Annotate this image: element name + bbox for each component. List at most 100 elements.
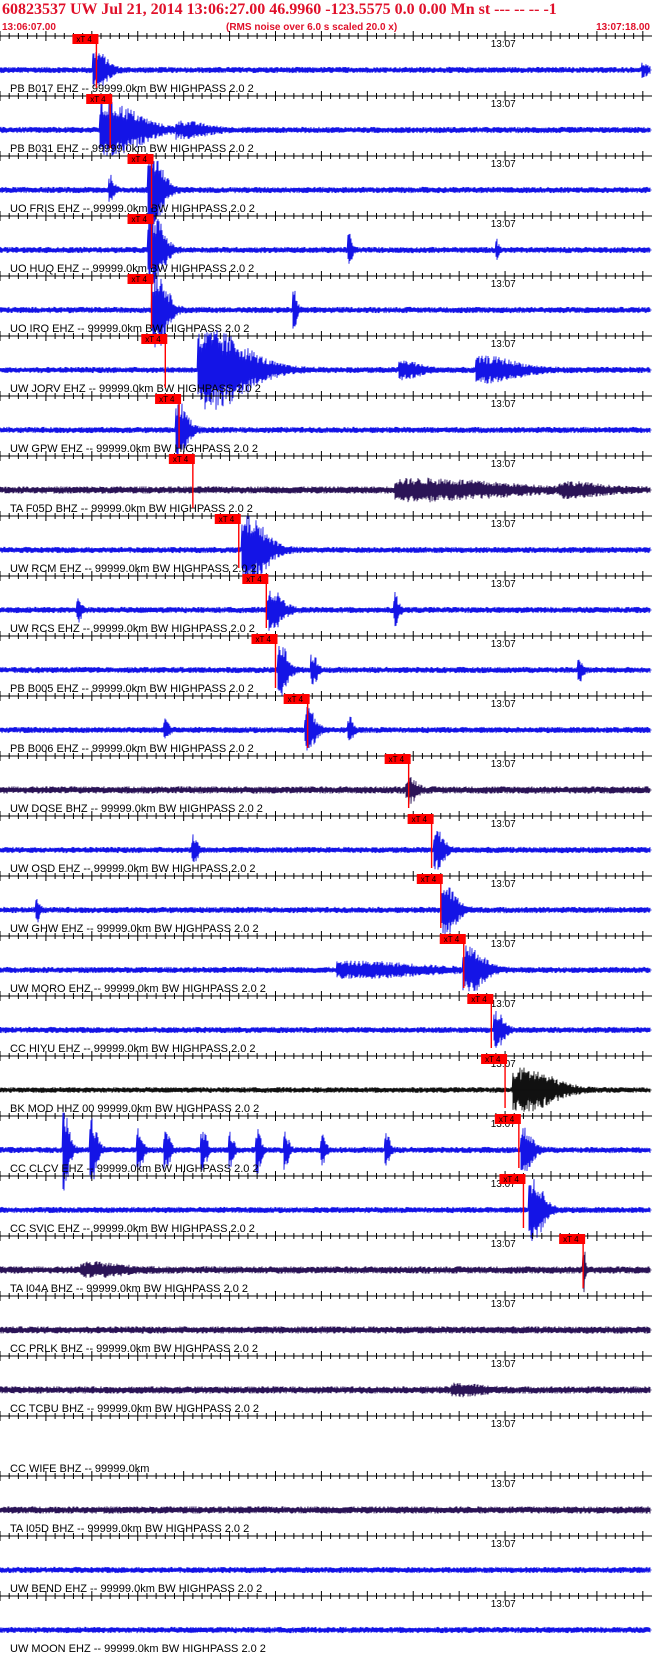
- trace-20: 13:07 CC SVIC EHZ -- 99999.0km BW HIGHPAS…: [0, 1171, 652, 1242]
- trace-5: 13:07 UO IRO EHZ -- 99999.0km BW HIGHPASS…: [0, 271, 652, 348]
- station-label: UW JORV EHZ -- 99999.0km BW HIGHPASS 2.0…: [10, 383, 261, 395]
- pick-label: xT 4: [255, 635, 271, 644]
- station-label: UO FRIS EHZ -- 99999.0km BW HIGHPASS 2.0…: [10, 203, 255, 215]
- station-label: CC CLCV EHZ -- 99999.0km BW HIGHPASS 2.0…: [10, 1163, 259, 1175]
- station-label: PB B006 EHZ -- 99999.0km BW HIGHPASS 2.0…: [10, 743, 254, 755]
- waveform: [0, 160, 651, 231]
- pick-flag: [283, 694, 310, 704]
- pick-flag: [499, 1174, 526, 1184]
- minute-tick-label: 13:07: [491, 459, 516, 470]
- waveform: [0, 329, 651, 410]
- minute-tick-label: 13:07: [491, 1059, 516, 1070]
- station-label: PB B017 EHZ -- 99999.0km BW HIGHPASS 2.0…: [10, 83, 254, 95]
- station-label: UW RCM EHZ -- 99999.0km BW HIGHPASS 2.0 …: [10, 563, 257, 575]
- station-label: TA I04A BHZ -- 99999.0km BW HIGHPASS 2.0…: [10, 1283, 248, 1295]
- minute-tick-label: 13:07: [491, 1539, 516, 1550]
- station-label: UW GHW EHZ -- 99999.0km BW HIGHPASS 2.0 …: [10, 923, 259, 935]
- trace-2: 13:07 PB B031 EHZ -- 99999.0km BW HIGHPAS…: [0, 91, 652, 157]
- minute-tick-label: 13:07: [491, 1419, 516, 1430]
- minute-tick-label: 13:07: [491, 99, 516, 110]
- minute-tick-label: 13:07: [491, 279, 516, 290]
- minute-tick-label: 13:07: [491, 339, 516, 350]
- pick-label: xT 4: [288, 695, 304, 704]
- waveform: [0, 403, 651, 458]
- station-label: UW DOSE BHZ -- 99999.0km BW HIGHPASS 2.0…: [10, 803, 263, 815]
- minute-tick-label: 13:07: [491, 579, 516, 590]
- pick-label: xT 4: [219, 515, 235, 524]
- pick-label: xT 4: [132, 275, 148, 284]
- station-label: TA F05D BHZ -- 99999.0km BW HIGHPASS 2.0…: [10, 503, 253, 515]
- minute-tick-label: 13:07: [491, 1239, 516, 1250]
- station-label: CC WIFE BHZ -- 99999.0km: [10, 1463, 149, 1475]
- station-label: UO IRO EHZ -- 99999.0km BW HIGHPASS 2.0 …: [10, 323, 249, 335]
- minute-tick-label: 13:07: [491, 1299, 516, 1310]
- trace-10: 13:07 UW RCS EHZ -- 99999.0km BW HIGHPASS…: [0, 571, 652, 635]
- minute-tick-label: 13:07: [491, 759, 516, 770]
- start-time: 13:06:07.00: [2, 22, 56, 33]
- station-label: CC SVIC EHZ -- 99999.0km BW HIGHPASS 2.0…: [10, 1223, 255, 1235]
- pick-flag: [467, 994, 494, 1004]
- pick-flag: [141, 334, 168, 344]
- minute-tick-label: 13:07: [491, 39, 516, 50]
- end-time: 13:07:18.00: [596, 22, 650, 33]
- minute-tick-label: 13:07: [491, 1599, 516, 1610]
- minute-tick-label: 13:07: [491, 219, 516, 230]
- pick-label: xT 4: [499, 1115, 515, 1124]
- trace-9: 13:07 UW RCM EHZ -- 99999.0km BW HIGHPASS…: [0, 511, 652, 582]
- pick-flag: [481, 1054, 508, 1064]
- waveform: [0, 777, 651, 805]
- scaling-note: (RMS noise over 6.0 s scaled 20.0 x): [226, 22, 398, 33]
- minute-tick-label: 13:07: [491, 159, 516, 170]
- waveform: [0, 515, 651, 582]
- trace-14: 13:07 UW OSD EHZ -- 99999.0km BW HIGHPASS…: [0, 811, 652, 875]
- waveform: [0, 477, 651, 503]
- pick-label: xT 4: [563, 1235, 579, 1244]
- station-label: UO HUQ EHZ -- 99999.0km BW HIGHPASS 2.0 …: [10, 263, 254, 275]
- pick-flag: [168, 454, 195, 464]
- trace-11: 13:07 PB B005 EHZ -- 99999.0km BW HIGHPAS…: [0, 631, 652, 696]
- pick-flag: [384, 754, 411, 764]
- trace-3: 13:07 UO FRIS EHZ -- 99999.0km BW HIGHPAS…: [0, 151, 652, 231]
- waveform: [0, 887, 651, 935]
- trace-18: 13:07 BK MOD HHZ 00 99999.0km BW HIGHPASS…: [0, 1051, 652, 1115]
- station-label: BK MOD HHZ 00 99999.0km BW HIGHPASS 2.0 …: [10, 1103, 259, 1115]
- minute-tick-label: 13:07: [491, 879, 516, 890]
- pick-label: xT 4: [76, 35, 92, 44]
- pick-label: xT 4: [471, 995, 487, 1004]
- station-label: UW MORO EHZ -- 99999.0km BW HIGHPASS 2.0…: [10, 983, 266, 995]
- pick-flag: [72, 34, 99, 44]
- minute-tick-label: 13:07: [491, 699, 516, 710]
- minute-tick-label: 13:07: [491, 639, 516, 650]
- station-label: UW BEND EHZ -- 99999.0km BW HIGHPASS 2.0…: [10, 1583, 262, 1595]
- pick-flag: [242, 574, 269, 584]
- waveform: [0, 1326, 651, 1334]
- trace-12: 13:07 PB B006 EHZ -- 99999.0km BW HIGHPAS…: [0, 691, 652, 755]
- pick-flag: [127, 214, 154, 224]
- pick-label: xT 4: [503, 1175, 519, 1184]
- pick-label: xT 4: [90, 95, 106, 104]
- trace-4: 13:07 UO HUQ EHZ -- 99999.0km BW HIGHPASS…: [0, 210, 652, 285]
- pick-flag: [127, 274, 154, 284]
- waveform: [0, 1506, 651, 1514]
- pick-label: xT 4: [246, 575, 262, 584]
- waveform: [0, 210, 651, 285]
- minute-tick-label: 13:07: [491, 819, 516, 830]
- station-label: UW MOON EHZ -- 99999.0km BW HIGHPASS 2.0…: [10, 1643, 266, 1655]
- trace-17: 13:07 CC HIYU EHZ -- 99999.0km BW HIGHPAS…: [0, 991, 652, 1055]
- trace-24: 13:07 CC WIFE BHZ -- 99999.0km: [0, 1411, 652, 1475]
- minute-tick-label: 13:07: [491, 939, 516, 950]
- waveform: [0, 1112, 651, 1191]
- pick-label: xT 4: [444, 935, 460, 944]
- station-label: PB B005 EHZ -- 99999.0km BW HIGHPASS 2.0…: [10, 683, 254, 695]
- trace-16: 13:07 UW MORO EHZ -- 99999.0km BW HIGHPAS…: [0, 931, 652, 995]
- minute-tick-label: 13:07: [491, 1179, 516, 1190]
- trace-27: 13:07 UW MOON EHZ -- 99999.0km BW HIGHPAS…: [0, 1591, 652, 1655]
- trace-7: 13:07 UW GPW EHZ -- 99999.0km BW HIGHPASS…: [0, 391, 652, 458]
- trace-8: 13:07 TA F05D BHZ -- 99999.0km BW HIGHPAS…: [0, 451, 652, 515]
- header: 60823537 UW Jul 21, 2014 13:06:27.00 46.…: [0, 0, 652, 36]
- station-label: UW OSD EHZ -- 99999.0km BW HIGHPASS 2.0 …: [10, 863, 256, 875]
- pick-flag: [494, 1114, 521, 1124]
- pick-label: xT 4: [132, 155, 148, 164]
- station-label: CC TCBU BHZ -- 99999.0km BW HIGHPASS 2.0…: [10, 1403, 259, 1415]
